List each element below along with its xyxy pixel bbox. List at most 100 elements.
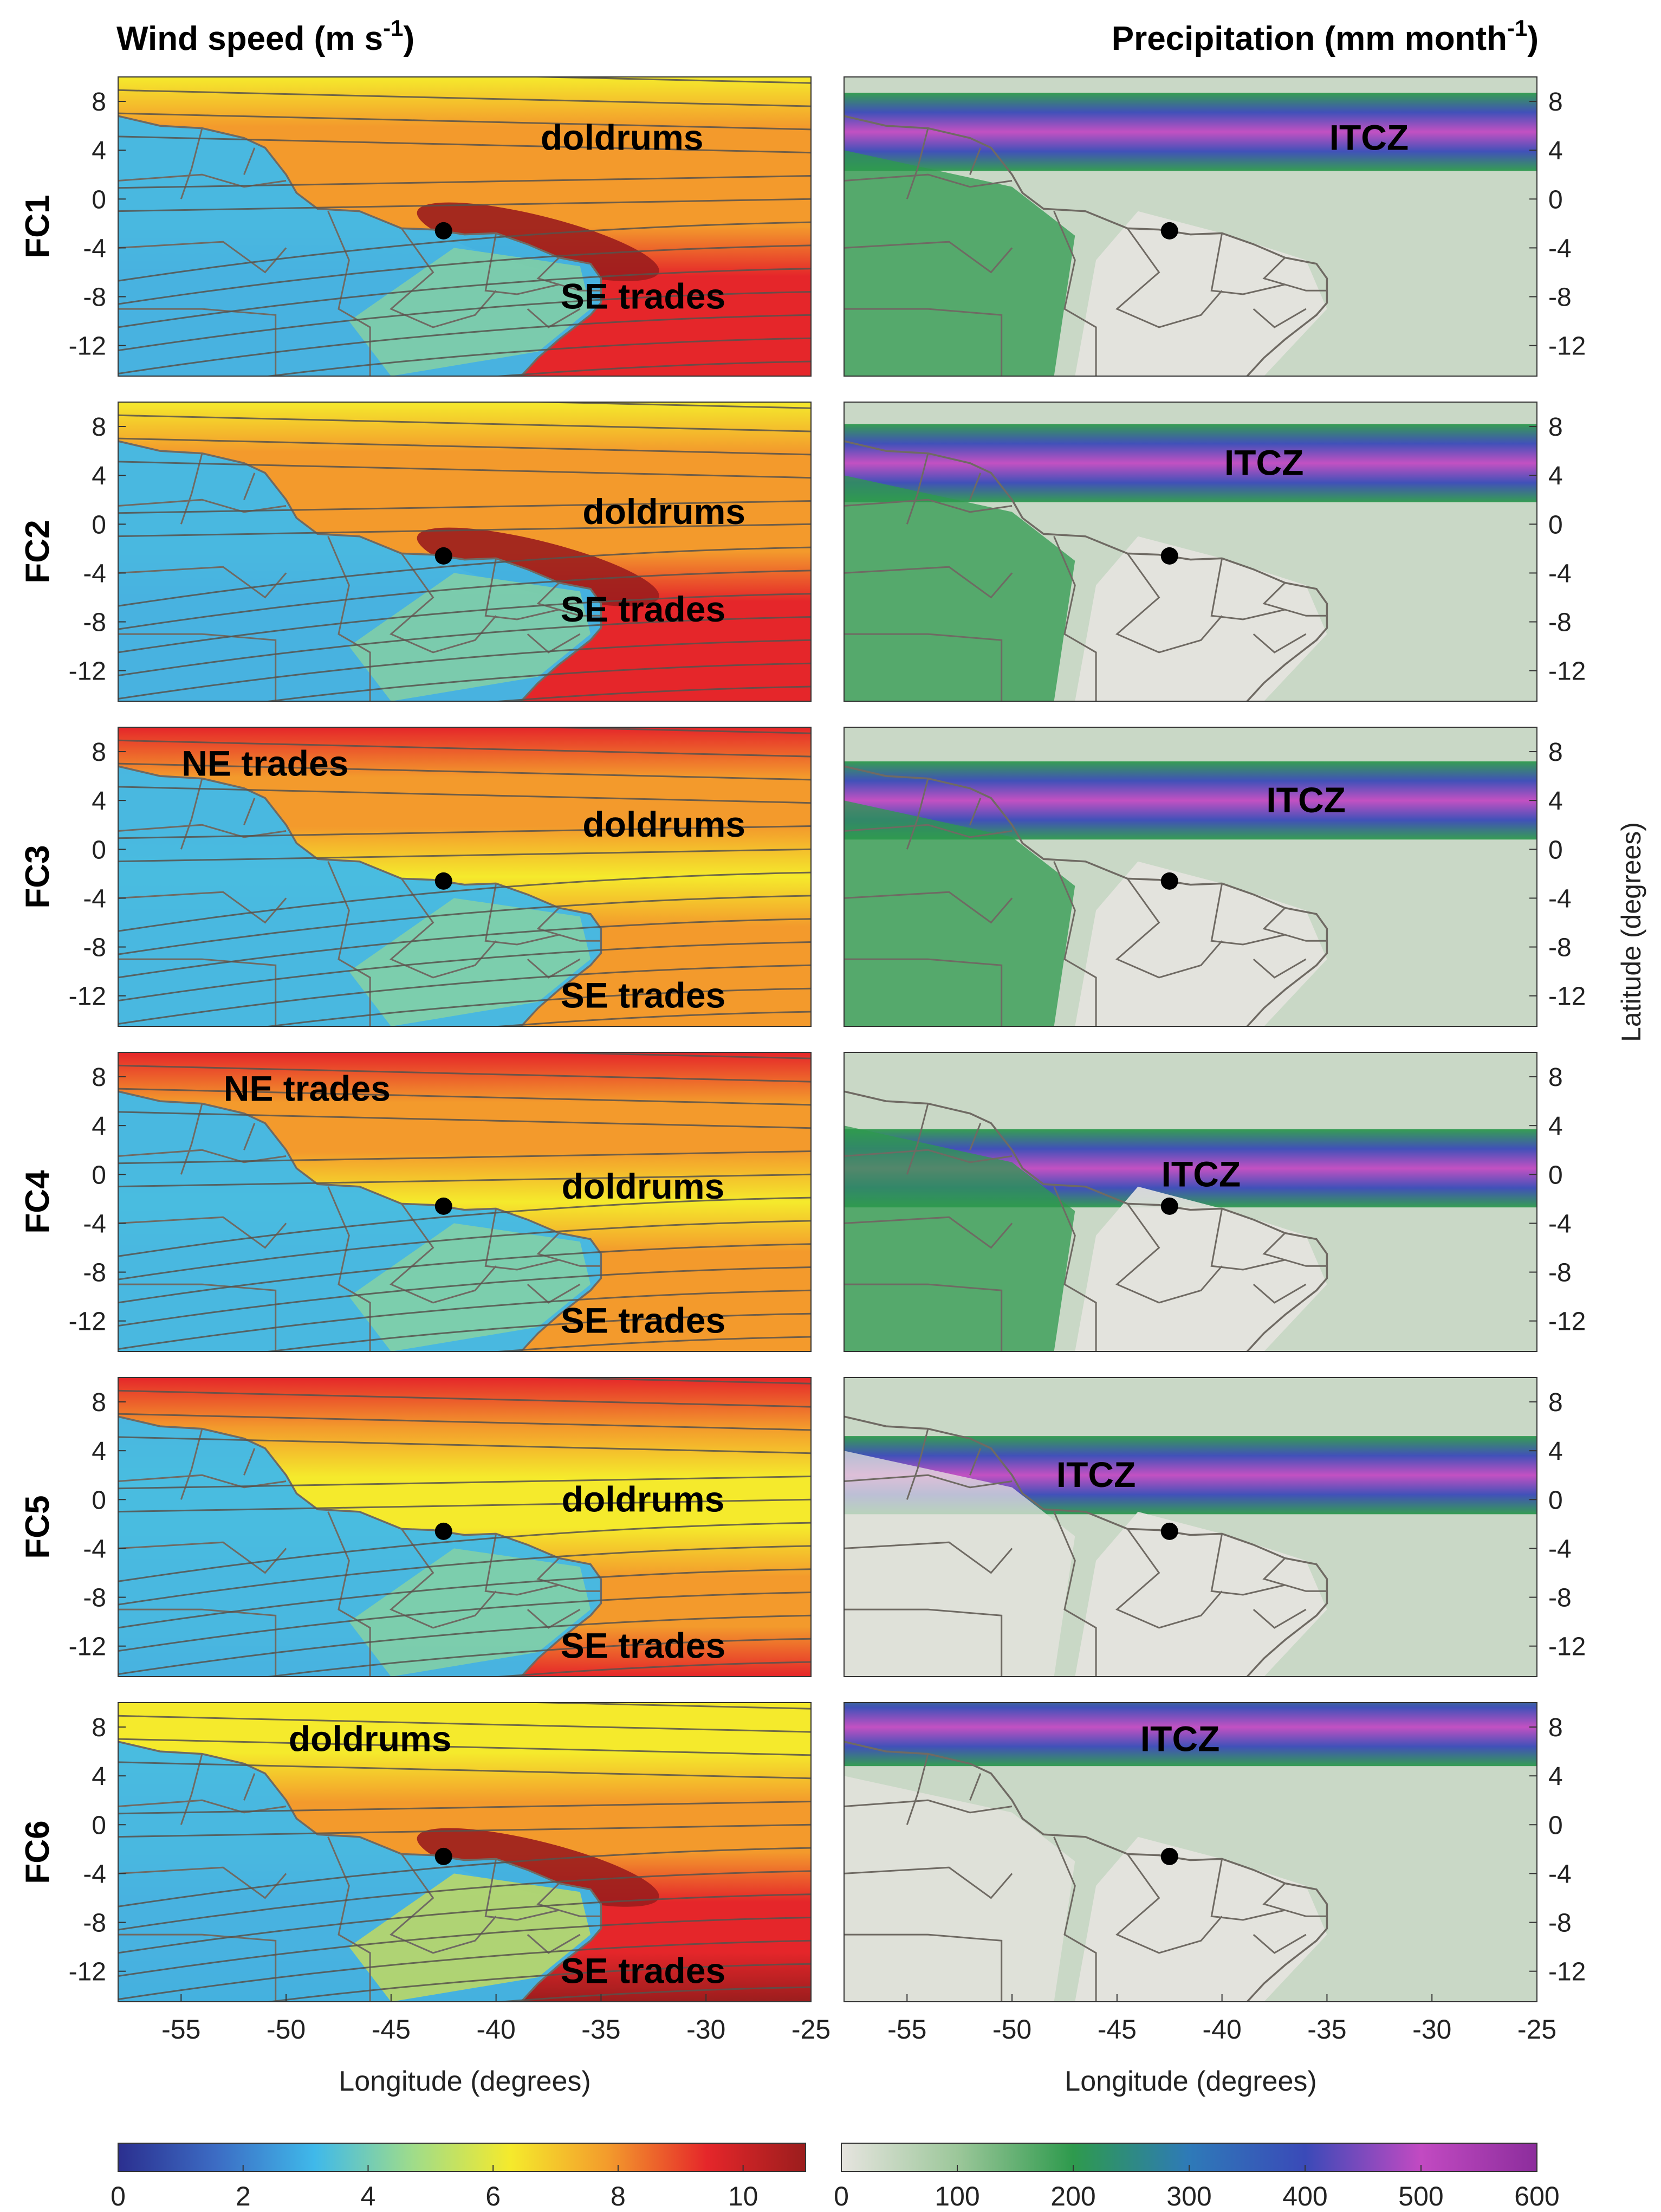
precip-panel-fc1 bbox=[844, 77, 1537, 376]
y-tick-label: 8 bbox=[1548, 1388, 1563, 1417]
precip-frame-fc3 bbox=[844, 727, 1537, 1027]
wind-title-superscript: -1 bbox=[383, 15, 403, 41]
x-tick-label: -25 bbox=[1517, 2014, 1556, 2045]
y-tick-label: -8 bbox=[83, 1584, 106, 1613]
y-tick-label: 0 bbox=[92, 510, 106, 539]
precip-title-superscript: -1 bbox=[1507, 15, 1527, 41]
y-tick-label: -4 bbox=[1548, 884, 1572, 913]
site-marker bbox=[1160, 1522, 1178, 1540]
wind-region-label: doldrums bbox=[562, 1166, 725, 1206]
wind-region-label: SE trades bbox=[561, 276, 725, 316]
y-tick-label: -8 bbox=[1548, 1259, 1572, 1288]
y-tick-label: -12 bbox=[69, 1958, 106, 1987]
y-tick-label: -8 bbox=[83, 283, 106, 312]
y-tick-label: -4 bbox=[1548, 1860, 1572, 1888]
y-tick-label: -4 bbox=[1548, 1535, 1572, 1563]
wind-column-title: Wind speed (m s-1) bbox=[116, 15, 414, 57]
row-label-fc3: FC3 bbox=[19, 845, 56, 908]
x-tick-label: -30 bbox=[686, 2014, 725, 2045]
y-tick-label: 8 bbox=[92, 1713, 106, 1742]
y-tick-label: 0 bbox=[1548, 1486, 1563, 1515]
y-tick-label: 4 bbox=[92, 787, 106, 816]
precip-colorbar-tick: 600 bbox=[1514, 2181, 1559, 2211]
x-tick-label: -40 bbox=[477, 2014, 516, 2045]
precip-frame-fc5 bbox=[844, 1377, 1537, 1677]
precip-frame-fc4 bbox=[844, 1052, 1537, 1352]
y-tick-label: 8 bbox=[92, 413, 106, 442]
wind-colorbar-tick: 0 bbox=[111, 2181, 126, 2211]
y-tick-label: -4 bbox=[83, 559, 106, 588]
precip-panel-fc3 bbox=[844, 727, 1537, 1026]
y-tick-label: 8 bbox=[1548, 1713, 1563, 1742]
wind-frame-fc3 bbox=[118, 727, 812, 1027]
y-tick-label: 0 bbox=[1548, 185, 1563, 214]
y-tick-label: 8 bbox=[92, 738, 106, 767]
y-tick-label: -4 bbox=[1548, 559, 1572, 588]
y-tick-label: -4 bbox=[83, 884, 106, 913]
site-marker bbox=[434, 1847, 452, 1865]
y-tick-label: -12 bbox=[1548, 982, 1586, 1011]
y-tick-label: 4 bbox=[1548, 1762, 1563, 1791]
wind-region-label: doldrums bbox=[582, 491, 745, 532]
y-tick-label: 4 bbox=[1548, 137, 1563, 165]
wind-region-label: SE trades bbox=[561, 975, 725, 1016]
precip-panel-fc5 bbox=[844, 1377, 1537, 1677]
wind-region-label: NE trades bbox=[181, 743, 348, 784]
y-tick-label: 8 bbox=[92, 1388, 106, 1417]
precip-panel-fc6 bbox=[844, 1703, 1537, 2002]
site-marker bbox=[1160, 872, 1178, 890]
y-tick-label: -12 bbox=[69, 332, 106, 361]
site-marker bbox=[434, 547, 452, 565]
y-tick-label: -12 bbox=[69, 657, 106, 686]
wind-x-axis-label: Longitude (degrees) bbox=[339, 2066, 591, 2097]
y-tick-label: -8 bbox=[83, 609, 106, 637]
wind-frame-fc2 bbox=[118, 402, 812, 702]
x-tick-label: -55 bbox=[161, 2014, 200, 2045]
precip-panel-fc4 bbox=[844, 1052, 1537, 1351]
wind-colorbar-tick: 10 bbox=[728, 2181, 758, 2211]
row-label-fc4: FC4 bbox=[19, 1170, 56, 1234]
wind-region-label: doldrums bbox=[289, 1719, 452, 1759]
wind-region-label: SE trades bbox=[561, 1626, 725, 1666]
y-tick-label: 4 bbox=[1548, 1437, 1563, 1466]
precip-x-axis-label: Longitude (degrees) bbox=[1065, 2066, 1316, 2097]
site-marker bbox=[1160, 1197, 1178, 1215]
y-tick-label: 4 bbox=[92, 137, 106, 165]
row-label-fc2: FC2 bbox=[19, 520, 56, 583]
y-tick-label: 0 bbox=[92, 836, 106, 864]
x-tick-label: -50 bbox=[267, 2014, 306, 2045]
y-tick-label: 8 bbox=[92, 88, 106, 117]
colorbars: 0 2 4 6 8 10 0 100 200 300 400 500 600 bbox=[111, 2143, 1560, 2211]
precip-region-label: ITCZ bbox=[1056, 1454, 1136, 1495]
precip-frame-fc2 bbox=[844, 402, 1537, 702]
y-tick-label: -4 bbox=[83, 1535, 106, 1563]
y-tick-label: 0 bbox=[92, 1486, 106, 1515]
row-label-fc6: FC6 bbox=[19, 1820, 56, 1884]
wind-panel-fc1 bbox=[118, 77, 811, 376]
y-tick-label: 4 bbox=[1548, 787, 1563, 816]
site-marker bbox=[434, 1522, 452, 1540]
y-tick-label: -12 bbox=[1548, 1308, 1586, 1336]
site-marker bbox=[1160, 222, 1178, 240]
right-axis-latitude-label: Latitude (degrees) bbox=[1616, 822, 1646, 1042]
y-tick-label: 0 bbox=[1548, 1161, 1563, 1189]
row-label-fc5: FC5 bbox=[19, 1495, 56, 1558]
y-tick-label: -8 bbox=[83, 1909, 106, 1938]
precip-frame-fc6 bbox=[844, 1702, 1537, 2002]
y-tick-label: -8 bbox=[1548, 934, 1572, 962]
x-tick-label: -35 bbox=[581, 2014, 620, 2045]
wind-region-label: doldrums bbox=[541, 118, 704, 158]
wind-frame-fc5 bbox=[118, 1377, 812, 1677]
wind-frame-fc4 bbox=[118, 1052, 812, 1352]
site-marker bbox=[1160, 1847, 1178, 1865]
x-tick-label: -35 bbox=[1307, 2014, 1346, 2045]
wind-region-label: doldrums bbox=[562, 1479, 725, 1519]
precip-region-label: ITCZ bbox=[1224, 443, 1304, 483]
precip-region-label: ITCZ bbox=[1162, 1154, 1241, 1194]
y-tick-label: -12 bbox=[1548, 1958, 1586, 1987]
precip-column-title: Precipitation (mm month-1) bbox=[1112, 15, 1539, 57]
y-tick-label: 0 bbox=[1548, 510, 1563, 539]
wind-panel-fc4 bbox=[118, 1052, 811, 1351]
precip-colorbar-tick: 300 bbox=[1166, 2181, 1211, 2211]
